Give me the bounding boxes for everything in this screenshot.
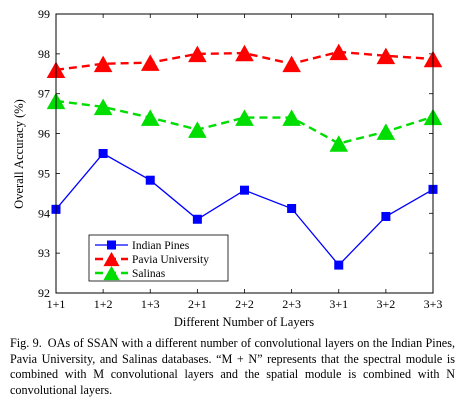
data-point xyxy=(329,43,349,61)
data-point xyxy=(145,175,155,185)
caption-text: OAs of SSAN with a different number of c… xyxy=(10,336,455,397)
data-point xyxy=(240,185,249,195)
legend-label: Pavia University xyxy=(132,254,209,266)
legend-label: Salinas xyxy=(132,268,166,280)
x-axis-label: Different Number of Layers xyxy=(174,315,314,329)
x-tick-label: 3+3 xyxy=(424,297,443,311)
y-tick-label: 92 xyxy=(38,286,50,300)
legend-label: Indian Pines xyxy=(132,240,190,252)
y-tick-label: 95 xyxy=(38,166,50,180)
data-point xyxy=(329,135,349,152)
data-point xyxy=(282,55,301,73)
data-point xyxy=(188,45,207,63)
data-point xyxy=(381,211,391,221)
data-point xyxy=(235,44,254,62)
data-point xyxy=(192,214,202,224)
series-line-2 xyxy=(55,99,434,145)
y-tick-label: 98 xyxy=(38,47,50,61)
data-point xyxy=(282,109,301,126)
data-point xyxy=(140,109,160,126)
data-point xyxy=(140,54,160,71)
caption-label: Fig. 9. xyxy=(10,336,42,350)
x-tick-label: 1+2 xyxy=(94,297,113,311)
data-point xyxy=(93,55,113,73)
x-tick-label: 3+1 xyxy=(329,297,348,311)
y-tick-label: 96 xyxy=(38,127,50,141)
line-chart: 92 93 94 95 96 97 98 99 1+1 1+2 1+3 2+1 2+2 2+3 3+1 3+2… xyxy=(12,7,443,329)
x-tick-label: 2+3 xyxy=(282,297,301,311)
data-point xyxy=(287,204,297,214)
data-point xyxy=(103,265,120,281)
series-lines xyxy=(46,43,443,270)
x-tick-label: 2+2 xyxy=(235,297,254,311)
data-point xyxy=(188,121,207,138)
x-tick-label: 3+2 xyxy=(376,297,395,311)
data-point xyxy=(334,260,344,270)
y-axis-label: Overall Accuracy (%) xyxy=(12,99,26,209)
legend: Indian Pines Pavia University Salinas xyxy=(88,234,229,282)
data-point xyxy=(103,251,120,267)
y-tick-label: 97 xyxy=(38,87,50,101)
plot-frame xyxy=(55,13,434,294)
axis-ticks: 92 93 94 95 96 97 98 99 1+1 1+2 1+3 2+1 2+2 2+3 3+1 3+2… xyxy=(38,7,442,311)
y-tick-label: 93 xyxy=(38,246,50,260)
y-tick-label: 99 xyxy=(38,7,50,21)
data-point xyxy=(376,123,396,140)
data-point xyxy=(376,47,396,65)
data-point xyxy=(98,149,108,158)
data-point xyxy=(235,109,254,126)
data-point xyxy=(93,98,113,116)
x-tick-label: 2+1 xyxy=(188,297,207,311)
figure-caption: Fig. 9. OAs of SSAN with a different numb… xyxy=(10,336,455,398)
y-tick-label: 94 xyxy=(38,206,50,220)
x-tick-label: 1+1 xyxy=(47,297,66,311)
data-point xyxy=(107,240,116,250)
x-tick-label: 1+3 xyxy=(141,297,160,311)
